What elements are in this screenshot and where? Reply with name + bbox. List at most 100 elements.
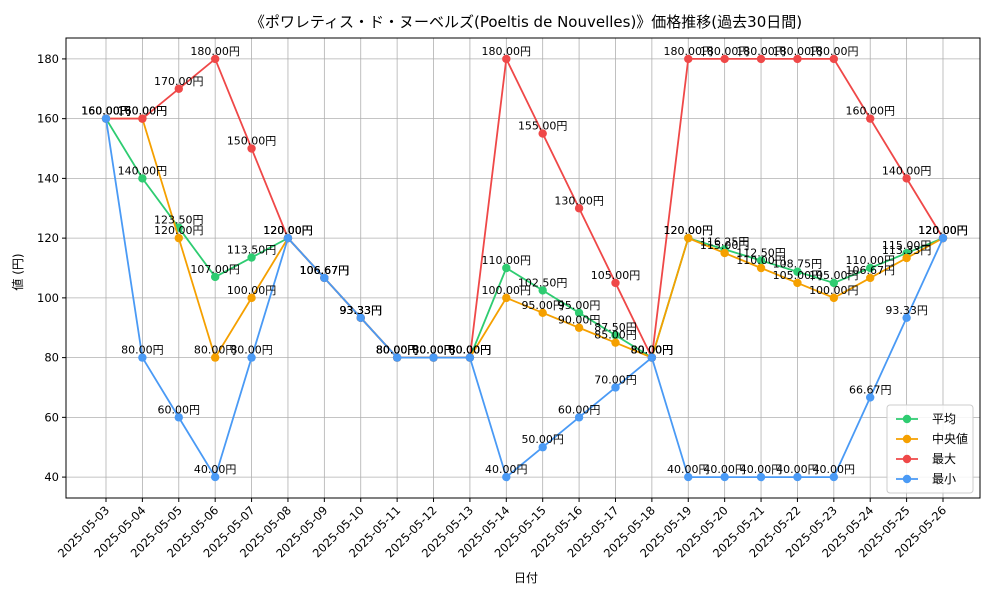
legend-marker: [902, 454, 912, 464]
data-label: 95.00円: [558, 299, 601, 312]
data-label: 110.00円: [736, 254, 786, 267]
y-tick-label: 140: [37, 171, 59, 185]
data-label: 113.33円: [882, 244, 932, 257]
data-label: 40.00円: [485, 463, 528, 476]
legend-label: 最小: [932, 472, 956, 486]
data-point: [574, 308, 584, 318]
data-point: [283, 233, 293, 243]
data-label: 40.00円: [813, 463, 856, 476]
data-label: 120.00円: [918, 224, 968, 237]
data-point: [829, 472, 839, 482]
data-label: 123.50円: [154, 214, 204, 227]
data-point: [793, 267, 802, 276]
data-label: 106.67円: [300, 264, 350, 277]
data-label: 40.00円: [740, 463, 783, 476]
data-label: 60.00円: [558, 403, 601, 416]
data-point: [392, 353, 402, 362]
data-label: 40.00円: [703, 463, 746, 476]
data-point: [684, 233, 693, 243]
series-line: [105, 118, 944, 480]
legend-label: 平均: [932, 412, 956, 426]
data-point: [647, 353, 657, 362]
data-point: [611, 331, 620, 340]
series-line: [106, 55, 944, 361]
data-label: 160.00円: [118, 105, 168, 118]
data-point: [247, 253, 256, 262]
data-point: [210, 353, 220, 362]
data-label: 120.00円: [263, 224, 313, 237]
data-point: [210, 272, 220, 282]
data-label: 80.00円: [376, 344, 419, 357]
data-label: 80.00円: [376, 344, 419, 357]
data-label: 80.00円: [449, 344, 492, 357]
data-label: 130.00円: [554, 194, 604, 207]
data-label: 180.00円: [482, 45, 532, 58]
data-label: 120.00円: [664, 224, 714, 237]
data-label: 115.00円: [882, 239, 932, 252]
data-label: 80.00円: [376, 344, 419, 357]
y-tick-label: 40: [44, 470, 59, 484]
data-label: 120.00円: [263, 224, 313, 237]
axes: 4060801001201401601802025-05-032025-05-0…: [37, 52, 949, 560]
data-label: 150.00円: [227, 135, 277, 148]
data-point: [611, 278, 620, 288]
data-label: 90.00円: [558, 314, 601, 327]
data-label: 120.00円: [918, 224, 968, 237]
data-point: [793, 472, 802, 482]
legend-item: 最小: [896, 472, 956, 486]
data-label: 160.00円: [81, 105, 131, 118]
data-point: [574, 323, 584, 332]
data-point: [247, 293, 256, 303]
data-label: 170.00円: [154, 75, 204, 88]
data-label: 120.00円: [918, 224, 968, 237]
data-point: [611, 383, 620, 392]
data-label: 160.00円: [81, 105, 131, 118]
data-label: 180.00円: [736, 45, 786, 58]
data-point: [720, 248, 729, 258]
data-label: 80.00円: [376, 344, 419, 357]
data-label: 80.00円: [230, 344, 273, 357]
data-label: 105.00円: [809, 269, 859, 282]
data-label: 60.00円: [158, 403, 201, 416]
data-point: [502, 472, 511, 482]
data-label: 80.00円: [412, 344, 455, 357]
data-point: [574, 413, 584, 422]
data-label: 110.00円: [482, 254, 532, 267]
x-axis-label: 日付: [514, 571, 538, 585]
data-point: [720, 472, 729, 482]
data-point: [829, 293, 839, 303]
data-label: 100.00円: [227, 284, 277, 297]
y-tick-label: 100: [37, 291, 59, 305]
data-point: [502, 54, 511, 64]
data-label: 80.00円: [412, 344, 455, 357]
data-label: 66.67円: [849, 383, 892, 396]
data-point: [793, 278, 802, 288]
data-point: [938, 233, 948, 243]
data-point: [502, 263, 511, 273]
y-axis-label: 値 (円): [10, 253, 25, 290]
data-label: 93.33円: [339, 304, 382, 317]
data-point: [902, 313, 911, 322]
data-label: 80.00円: [121, 344, 164, 357]
data-label: 108.75円: [773, 258, 823, 271]
data-point: [793, 54, 802, 64]
data-point: [902, 174, 911, 183]
data-label: 106.67円: [300, 264, 350, 277]
data-point: [174, 84, 183, 93]
data-label: 80.00円: [449, 344, 492, 357]
data-label: 80.00円: [631, 344, 674, 357]
data-point: [465, 353, 475, 362]
data-point: [210, 472, 220, 482]
y-tick-label: 160: [37, 112, 59, 126]
data-point: [138, 174, 147, 183]
data-label: 40.00円: [776, 463, 819, 476]
data-point: [684, 472, 693, 482]
data-label: 85.00円: [594, 329, 637, 342]
data-point: [429, 353, 438, 362]
grid: [66, 38, 980, 498]
data-label: 93.33円: [339, 304, 382, 317]
data-point: [538, 286, 547, 295]
data-point: [574, 204, 584, 213]
